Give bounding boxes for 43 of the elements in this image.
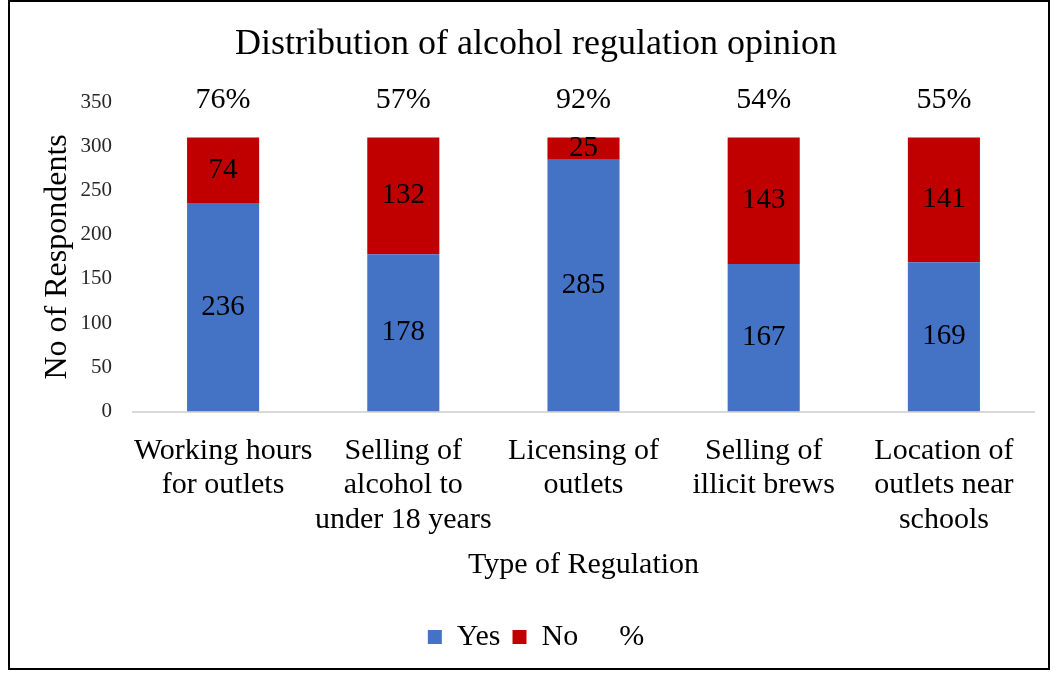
bar: [547, 159, 620, 412]
bar: [727, 263, 800, 412]
y-tick-label: 200: [80, 221, 112, 246]
chart-title: Distribution of alcohol regulation opinion: [235, 22, 837, 63]
data-label: 285: [561, 267, 606, 300]
annotation: 57%: [375, 81, 431, 115]
data-label: 167: [741, 319, 786, 352]
x-tick-label: Selling of alcohol to under 18 years: [315, 431, 492, 534]
y-tick-label: 250: [80, 177, 112, 202]
text: %: [619, 617, 645, 651]
bar: [187, 137, 260, 203]
legend-label: Yes: [456, 617, 501, 651]
x-tick-label: Working hours for outlets: [133, 431, 313, 500]
data-label: 74: [208, 151, 239, 184]
data-label: 141: [922, 181, 966, 214]
y-axis-title: No of Respondents: [36, 134, 73, 380]
bar: [367, 137, 440, 255]
annotation: 54%: [736, 81, 792, 115]
bar: [187, 202, 260, 412]
bar: [907, 262, 980, 412]
data-label: 236: [201, 288, 245, 321]
y-tick-label: 350: [80, 88, 112, 113]
x-tick-label: Licensing of outlets: [508, 431, 659, 500]
bar: [907, 137, 980, 263]
y-tick-label: 0: [101, 398, 112, 423]
data-label: 169: [922, 318, 966, 351]
bar: [727, 137, 800, 264]
x-axis-title: Type of Regulation: [467, 545, 700, 579]
x-tick-label: Selling of illicit brews: [692, 431, 835, 500]
y-tick-label: 150: [80, 265, 112, 290]
annotation: 55%: [916, 81, 972, 115]
bar: [367, 254, 440, 412]
data-label: 143: [741, 182, 786, 215]
legend-label: No: [541, 617, 579, 651]
y-tick-label: 300: [80, 132, 112, 157]
y-tick-label: 50: [91, 353, 112, 378]
annotation: 92%: [556, 81, 611, 115]
data-label: 25: [569, 130, 598, 163]
x-tick-label: Location of outlets near schools: [874, 431, 1014, 534]
annotation: 76%: [195, 81, 251, 115]
data-label: 178: [381, 314, 426, 347]
y-tick-label: 100: [80, 309, 112, 334]
data-label: 132: [381, 177, 426, 210]
